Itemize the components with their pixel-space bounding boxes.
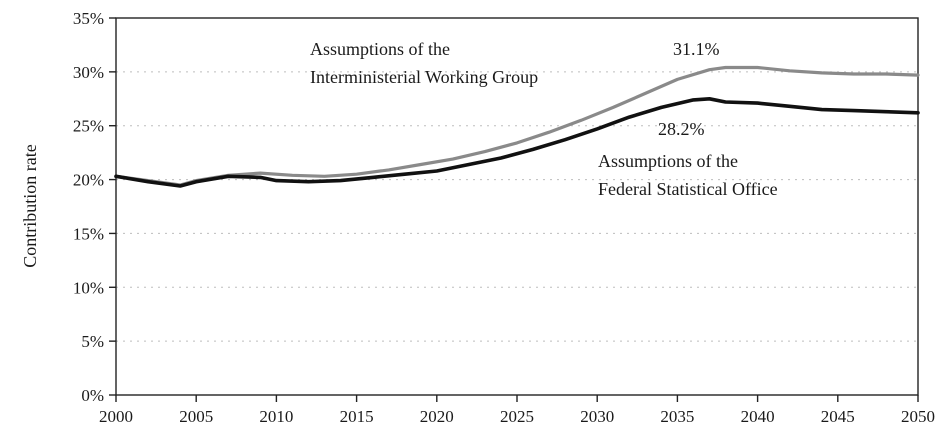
lower-series-label-line2: Federal Statistical Office: [598, 179, 778, 199]
x-tick-label: 2025: [500, 407, 534, 426]
y-tick-label: 35%: [73, 9, 104, 28]
x-tick-label: 2035: [660, 407, 694, 426]
x-tick-label: 2010: [259, 407, 293, 426]
x-tick-label: 2020: [420, 407, 454, 426]
y-tick-label: 20%: [73, 171, 104, 190]
lower-series-label-line1: Assumptions of the: [598, 151, 738, 171]
y-tick-label: 10%: [73, 278, 104, 297]
y-tick-label: 0%: [81, 386, 104, 405]
x-tick-label: 2050: [901, 407, 935, 426]
x-tick-label: 2005: [179, 407, 213, 426]
x-tick-label: 2015: [340, 407, 374, 426]
lower-series-value-label: 28.2%: [658, 119, 705, 139]
grid: [116, 71, 918, 342]
upper-series-value-label: 31.1%: [673, 39, 720, 59]
upper-series-label-line2: Interministerial Working Group: [310, 67, 538, 87]
series-layer: [114, 65, 920, 188]
x-tick-label: 2040: [741, 407, 775, 426]
y-tick-label: 25%: [73, 117, 104, 136]
upper-series-label-line1: Assumptions of the: [310, 39, 450, 59]
y-tick-label: 5%: [81, 332, 104, 351]
axes: 0% 5% 10% 15% 20% 25% 30% 35% 2000 2005 2010 2015 20…: [73, 9, 935, 426]
y-tick-label: 15%: [73, 224, 104, 243]
series-line-federal-statistical-office: [114, 97, 920, 188]
x-tick-label: 2045: [821, 407, 855, 426]
y-axis-title: Contribution rate: [20, 144, 40, 267]
series-line-interministerial-working-group: [114, 65, 920, 187]
x-tick-label: 2030: [580, 407, 614, 426]
y-tick-label: 30%: [73, 63, 104, 82]
x-tick-label: 2000: [99, 407, 133, 426]
